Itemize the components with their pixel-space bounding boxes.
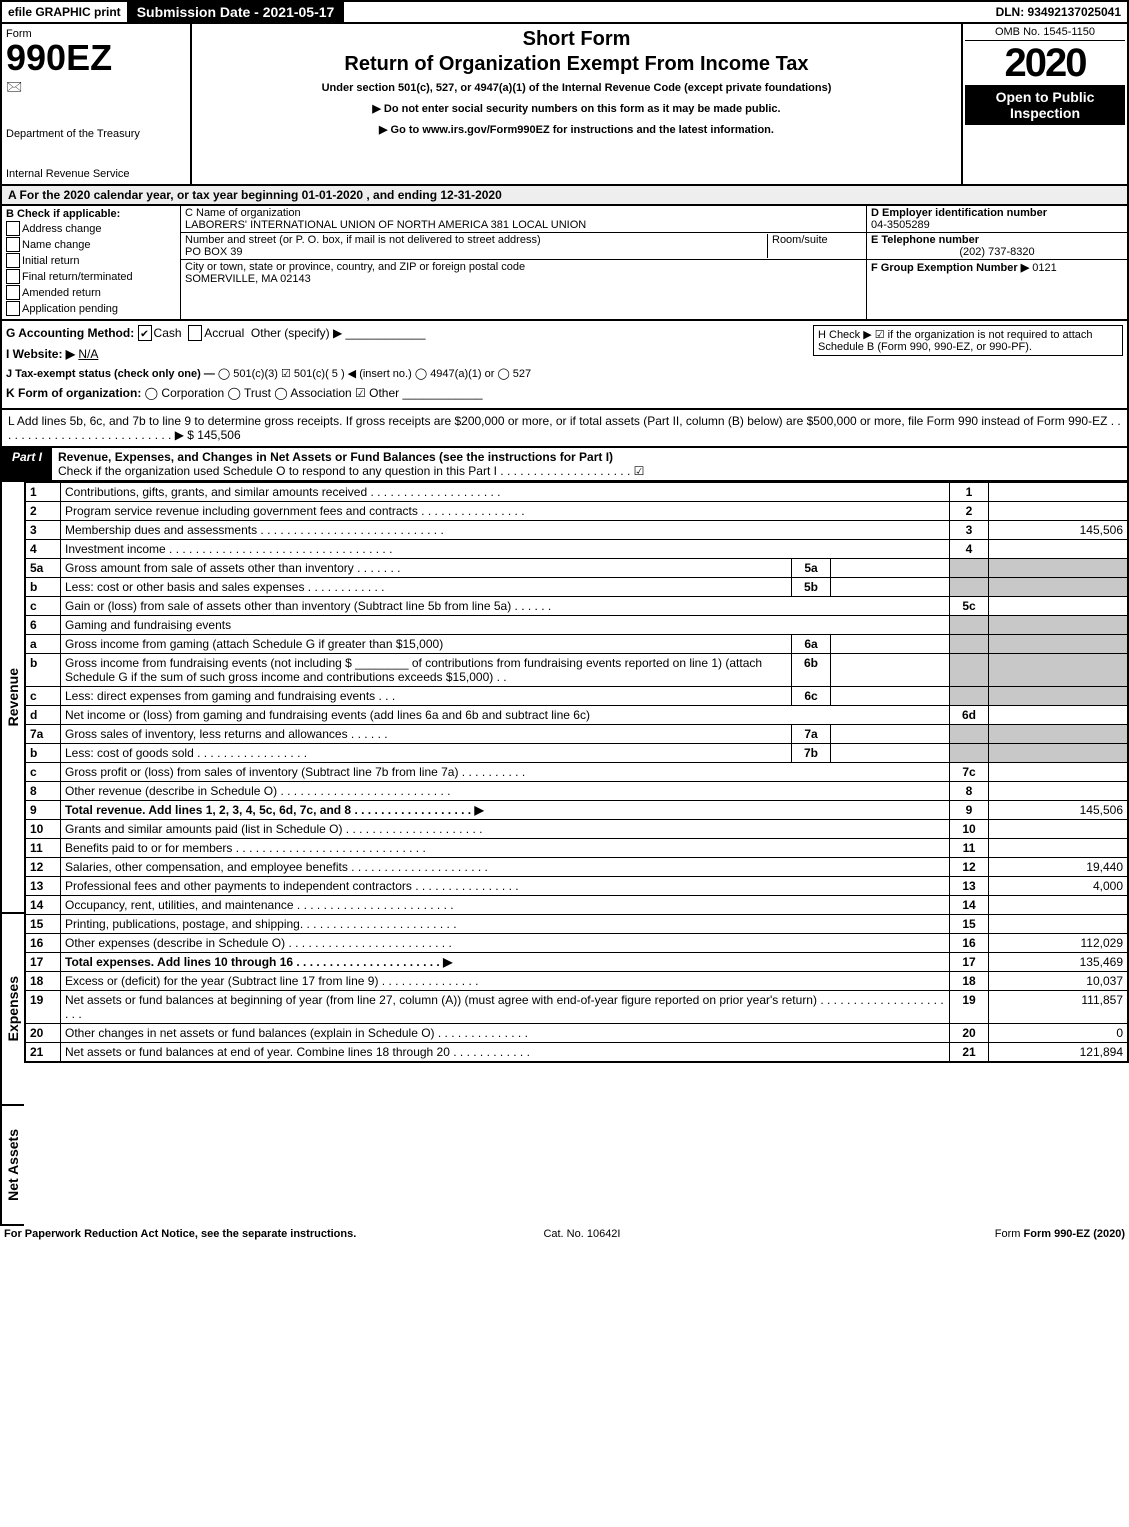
c-room-label: Room/suite	[767, 234, 862, 258]
short-form-title: Short Form	[198, 28, 955, 51]
form-header: Form 990EZ 🖂 Department of the Treasury …	[0, 24, 1129, 186]
c-city-label: City or town, state or province, country…	[185, 261, 862, 273]
form-number: 990EZ	[6, 40, 112, 76]
page-footer: For Paperwork Reduction Act Notice, see …	[0, 1226, 1129, 1242]
g-label: G Accounting Method:	[6, 326, 134, 340]
part1-tag: Part I	[2, 448, 52, 480]
j-label: J Tax-exempt status (check only one) —	[6, 368, 215, 380]
irs-label: Internal Revenue Service	[6, 168, 186, 180]
return-title: Return of Organization Exempt From Incom…	[198, 53, 955, 76]
e-value: (202) 737-8320	[871, 246, 1123, 258]
side-labels: Revenue Expenses Net Assets	[0, 482, 24, 1226]
header-right: OMB No. 1545-1150 2020 Open to Public In…	[961, 24, 1127, 184]
f-value: 0121	[1032, 262, 1056, 274]
cb-cash[interactable]: ✔	[138, 325, 152, 341]
cb-application-pending[interactable]: Application pending	[6, 301, 176, 316]
cb-final-return[interactable]: Final return/terminated	[6, 269, 176, 284]
part1-header: Part I Revenue, Expenses, and Changes in…	[0, 448, 1129, 482]
d-label: D Employer identification number	[871, 207, 1123, 219]
h-box: H Check ▶ ☑ if the organization is not r…	[813, 325, 1123, 356]
side-revenue: Revenue	[5, 668, 21, 726]
side-netassets: Net Assets	[5, 1129, 21, 1201]
c-name-label: C Name of organization	[185, 207, 862, 219]
footer-right: Form Form 990-EZ (2020)	[995, 1228, 1125, 1240]
k-opts: ◯ Corporation ◯ Trust ◯ Association ☑ Ot…	[145, 386, 399, 400]
col-b-checkboxes: B Check if applicable: Address change Na…	[2, 206, 181, 319]
d-value: 04-3505289	[871, 219, 1123, 231]
department-label: Department of the Treasury	[6, 128, 186, 140]
k-label: K Form of organization:	[6, 386, 141, 400]
block-ghijk: H Check ▶ ☑ if the organization is not r…	[0, 321, 1129, 410]
e-label: E Telephone number	[871, 234, 1123, 246]
goto-link[interactable]: ▶ Go to www.irs.gov/Form990EZ for instru…	[198, 123, 955, 136]
footer-mid: Cat. No. 10642I	[543, 1228, 620, 1240]
tax-year: 2020	[965, 43, 1125, 83]
cb-name-change[interactable]: Name change	[6, 237, 176, 252]
no-ssn-hint: ▶ Do not enter social security numbers o…	[198, 102, 955, 115]
part1-lines-table: 1Contributions, gifts, grants, and simil…	[24, 482, 1129, 1063]
side-expenses: Expenses	[5, 976, 21, 1041]
j-opts: ◯ 501(c)(3) ☑ 501(c)( 5 ) ◀ (insert no.)…	[218, 368, 531, 380]
i-value: N/A	[78, 347, 98, 361]
submission-date: Submission Date - 2021-05-17	[127, 2, 345, 22]
c-addr-value: PO BOX 39	[185, 246, 767, 258]
header-center: Short Form Return of Organization Exempt…	[192, 24, 961, 184]
cb-initial-return[interactable]: Initial return	[6, 253, 176, 268]
col-c-name-address: C Name of organization LABORERS' INTERNA…	[181, 206, 867, 319]
under-section: Under section 501(c), 527, or 4947(a)(1)…	[198, 82, 955, 94]
omb-number: OMB No. 1545-1150	[965, 26, 1125, 41]
cb-accrual[interactable]	[188, 325, 202, 341]
open-to-public: Open to Public Inspection	[965, 85, 1125, 125]
l-text: L Add lines 5b, 6c, and 7b to line 9 to …	[8, 414, 1121, 442]
i-label: I Website: ▶	[6, 347, 75, 361]
block-bcdef: B Check if applicable: Address change Na…	[0, 206, 1129, 321]
f-label: F Group Exemption Number ▶	[871, 262, 1029, 274]
line-a-tax-year: A For the 2020 calendar year, or tax yea…	[0, 186, 1129, 206]
footer-left: For Paperwork Reduction Act Notice, see …	[4, 1228, 356, 1240]
c-name-value: LABORERS' INTERNATIONAL UNION OF NORTH A…	[185, 219, 862, 231]
part1-check-line: Check if the organization used Schedule …	[58, 464, 1121, 478]
c-addr-label: Number and street (or P. O. box, if mail…	[185, 234, 767, 246]
cb-address-change[interactable]: Address change	[6, 221, 176, 236]
block-l: L Add lines 5b, 6c, and 7b to line 9 to …	[0, 410, 1129, 448]
header-left: Form 990EZ 🖂 Department of the Treasury …	[2, 24, 192, 184]
c-city-value: SOMERVILLE, MA 02143	[185, 273, 862, 285]
b-label: B Check if applicable:	[6, 208, 176, 220]
efile-label: efile GRAPHIC print	[2, 3, 127, 21]
part1-title: Revenue, Expenses, and Changes in Net As…	[58, 450, 1121, 464]
top-bar: efile GRAPHIC print Submission Date - 20…	[0, 0, 1129, 24]
l-amount: 145,506	[197, 428, 240, 442]
dln-label: DLN: 93492137025041	[990, 3, 1127, 21]
cb-amended-return[interactable]: Amended return	[6, 285, 176, 300]
col-def: D Employer identification number 04-3505…	[867, 206, 1127, 319]
